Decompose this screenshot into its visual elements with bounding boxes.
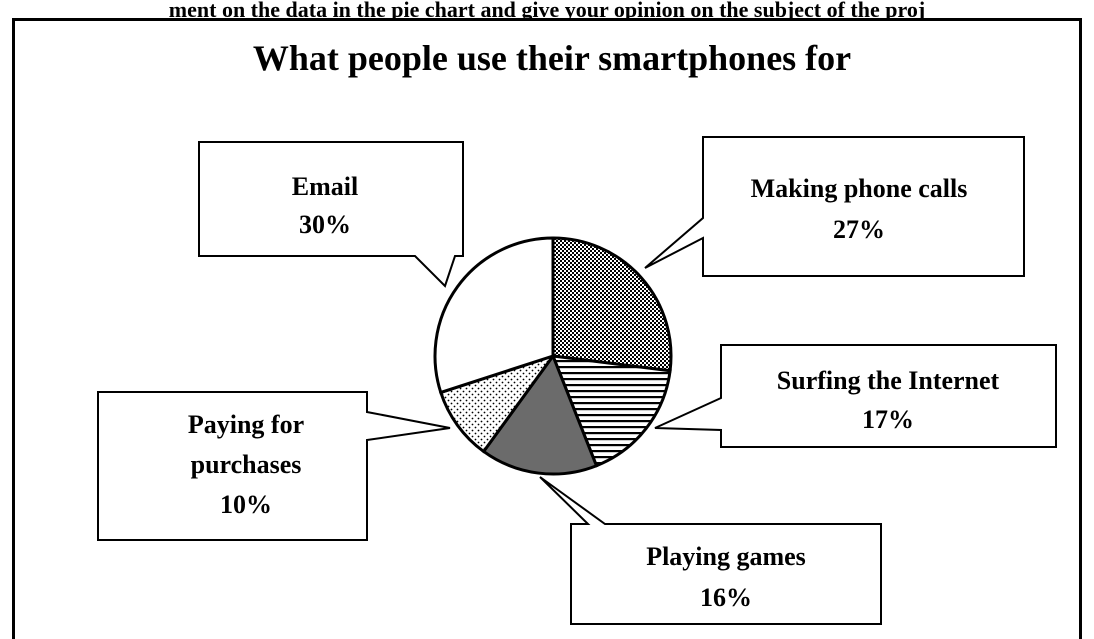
- instruction-text: ment on the data in the pie chart and gi…: [168, 0, 926, 22]
- callout-internet-name: Surfing the Internet: [777, 366, 1000, 395]
- callout-purchases-line2: purchases: [191, 450, 302, 479]
- callout-purchases: Paying for purchases 10%: [97, 391, 451, 541]
- callout-email-box: [198, 141, 464, 288]
- callout-email-name: Email: [292, 172, 358, 201]
- callout-games: Playing games 16%: [539, 476, 882, 625]
- callout-purchases-line1: Paying for: [188, 410, 304, 439]
- callout-calls-box: [644, 136, 1025, 277]
- callout-games-name: Playing games: [646, 542, 806, 571]
- callout-purchases-value: 10%: [220, 490, 272, 519]
- callout-purchases-box: [97, 391, 451, 541]
- pie-slices: [433, 236, 673, 476]
- callout-calls-name: Making phone calls: [751, 174, 968, 203]
- callout-internet-value: 17%: [862, 405, 914, 434]
- callout-games-box: [539, 476, 882, 625]
- callout-calls-value: 27%: [833, 215, 885, 244]
- callout-games-value: 16%: [700, 583, 752, 612]
- pie-slice-surfing-the-internet: [550, 354, 672, 468]
- pie-slice-playing-games: [481, 352, 599, 476]
- callout-email: Email 30%: [198, 141, 464, 288]
- callout-calls: Making phone calls 27%: [644, 136, 1025, 277]
- callout-internet: Surfing the Internet 17%: [654, 344, 1057, 448]
- pie-slice-email: [433, 236, 555, 395]
- pie-slice-making-phone-calls: [551, 236, 673, 373]
- chart-title: What people use their smartphones for: [253, 38, 851, 78]
- callout-internet-box: [654, 344, 1057, 448]
- callout-email-value: 30%: [299, 210, 351, 239]
